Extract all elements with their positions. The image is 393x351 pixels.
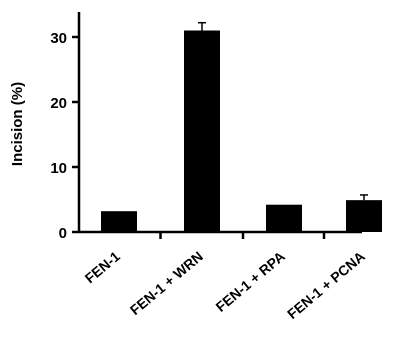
bar (266, 204, 302, 232)
x-tick-label: FEN-1 + WRN (127, 248, 206, 318)
y-tick-label: 20 (50, 95, 67, 112)
y-axis-label: Incision (%) (9, 82, 26, 166)
bar (184, 30, 220, 232)
y-tick-label: 10 (50, 160, 67, 177)
bar (101, 211, 137, 232)
y-ticks: 0 10 20 30 (50, 30, 79, 242)
bar (346, 200, 382, 232)
x-tick-label: FEN-1 + RPA (213, 248, 288, 315)
y-tick-label: 0 (59, 225, 67, 242)
axes (77, 12, 362, 234)
x-tick-label: FEN-1 (82, 248, 123, 286)
x-tick-label: FEN-1 + PCNA (284, 248, 368, 322)
bars (101, 21, 382, 232)
y-tick-label: 30 (50, 30, 67, 47)
